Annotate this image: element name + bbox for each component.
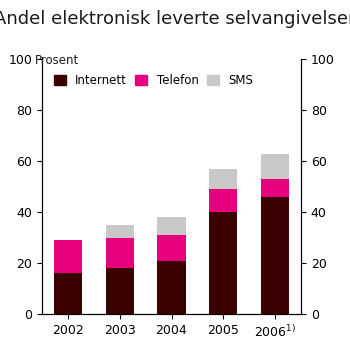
Bar [105,268,134,314]
Bar [261,154,289,179]
Legend: Internett, Telefon, SMS: Internett, Telefon, SMS [50,70,257,90]
Bar [105,225,134,238]
Text: Andel elektronisk leverte selvangivelser: Andel elektronisk leverte selvangivelser [0,10,350,29]
Bar [209,189,238,212]
Bar [261,197,289,314]
Bar [261,179,289,197]
Bar [105,238,134,268]
Bar [157,217,186,235]
Bar [157,261,186,314]
Bar [209,212,238,314]
Bar [157,235,186,261]
Bar [54,273,82,314]
Bar [209,169,238,189]
Bar [54,240,82,273]
Text: Prosent: Prosent [35,54,79,67]
